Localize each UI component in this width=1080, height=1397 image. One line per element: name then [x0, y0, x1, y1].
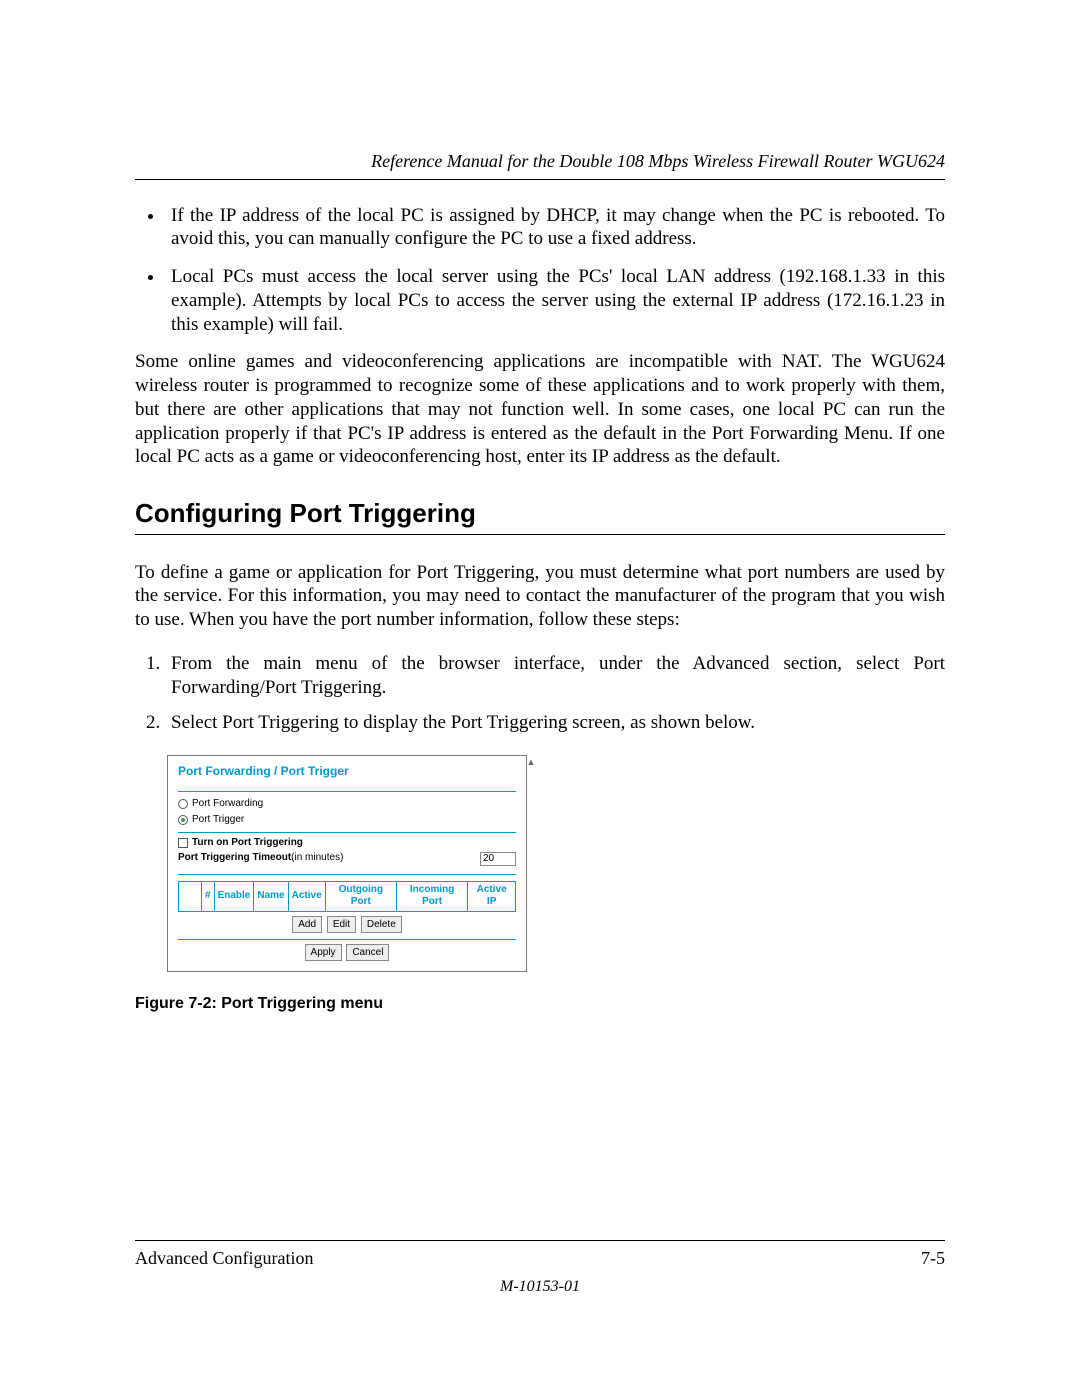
radio-port-trigger[interactable]: Port Trigger [178, 814, 516, 827]
col-outgoing: Outgoing Port [325, 881, 396, 911]
footer-rule [135, 1240, 945, 1241]
radio-icon [178, 815, 188, 825]
col-enable: Enable [214, 881, 254, 911]
radio-label: Port Forwarding [192, 798, 263, 811]
header-rule [135, 179, 945, 180]
timeout-input[interactable]: 20 [480, 852, 516, 866]
figure-caption: Figure 7-2: Port Triggering menu [135, 994, 945, 1014]
port-trigger-panel: ▲ Port Forwarding / Port Trigger Port Fo… [167, 755, 527, 972]
panel-title: Port Forwarding / Port Trigger [178, 762, 516, 792]
divider [178, 939, 516, 940]
intro-paragraph: To define a game or application for Port… [135, 561, 945, 632]
radio-icon [178, 799, 188, 809]
running-head: Reference Manual for the Double 108 Mbps… [135, 150, 945, 173]
step-item: Select Port Triggering to display the Po… [165, 711, 945, 735]
nat-paragraph: Some online games and videoconferencing … [135, 350, 945, 469]
apply-button[interactable]: Apply [305, 944, 342, 961]
edit-button[interactable]: Edit [327, 916, 356, 933]
trigger-table: # Enable Name Active Outgoing Port Incom… [178, 881, 516, 912]
delete-button[interactable]: Delete [361, 916, 402, 933]
page-footer: Advanced Configuration 7-5 M-10153-01 [135, 1240, 945, 1298]
col-activeip: Active IP [468, 881, 516, 911]
bullet-item: If the IP address of the local PC is ass… [165, 204, 945, 252]
checkbox-icon [178, 838, 188, 848]
turn-on-label: Turn on Port Triggering [192, 837, 303, 850]
radio-label: Port Trigger [192, 814, 244, 827]
col-incoming: Incoming Port [396, 881, 467, 911]
step-item: From the main menu of the browser interf… [165, 652, 945, 700]
footer-left: Advanced Configuration [135, 1247, 313, 1270]
col-name: Name [254, 881, 288, 911]
col-active: Active [288, 881, 325, 911]
divider [178, 874, 516, 875]
bullet-list: If the IP address of the local PC is ass… [135, 204, 945, 337]
steps-list: From the main menu of the browser interf… [135, 652, 945, 735]
timeout-label: Port Triggering Timeout(in minutes) [178, 852, 343, 865]
section-heading: Configuring Port Triggering [135, 497, 945, 530]
section-rule [135, 534, 945, 535]
cancel-button[interactable]: Cancel [346, 944, 389, 961]
col-blank [179, 881, 202, 911]
footer-doc-id: M-10153-01 [135, 1277, 945, 1297]
turn-on-checkbox-row[interactable]: Turn on Port Triggering [178, 837, 516, 850]
add-button[interactable]: Add [292, 916, 322, 933]
divider [178, 832, 516, 833]
radio-port-forwarding[interactable]: Port Forwarding [178, 798, 516, 811]
scroll-up-icon[interactable]: ▲ [526, 756, 536, 768]
col-hash: # [202, 881, 215, 911]
bullet-item: Local PCs must access the local server u… [165, 265, 945, 336]
footer-right: 7-5 [921, 1247, 945, 1270]
